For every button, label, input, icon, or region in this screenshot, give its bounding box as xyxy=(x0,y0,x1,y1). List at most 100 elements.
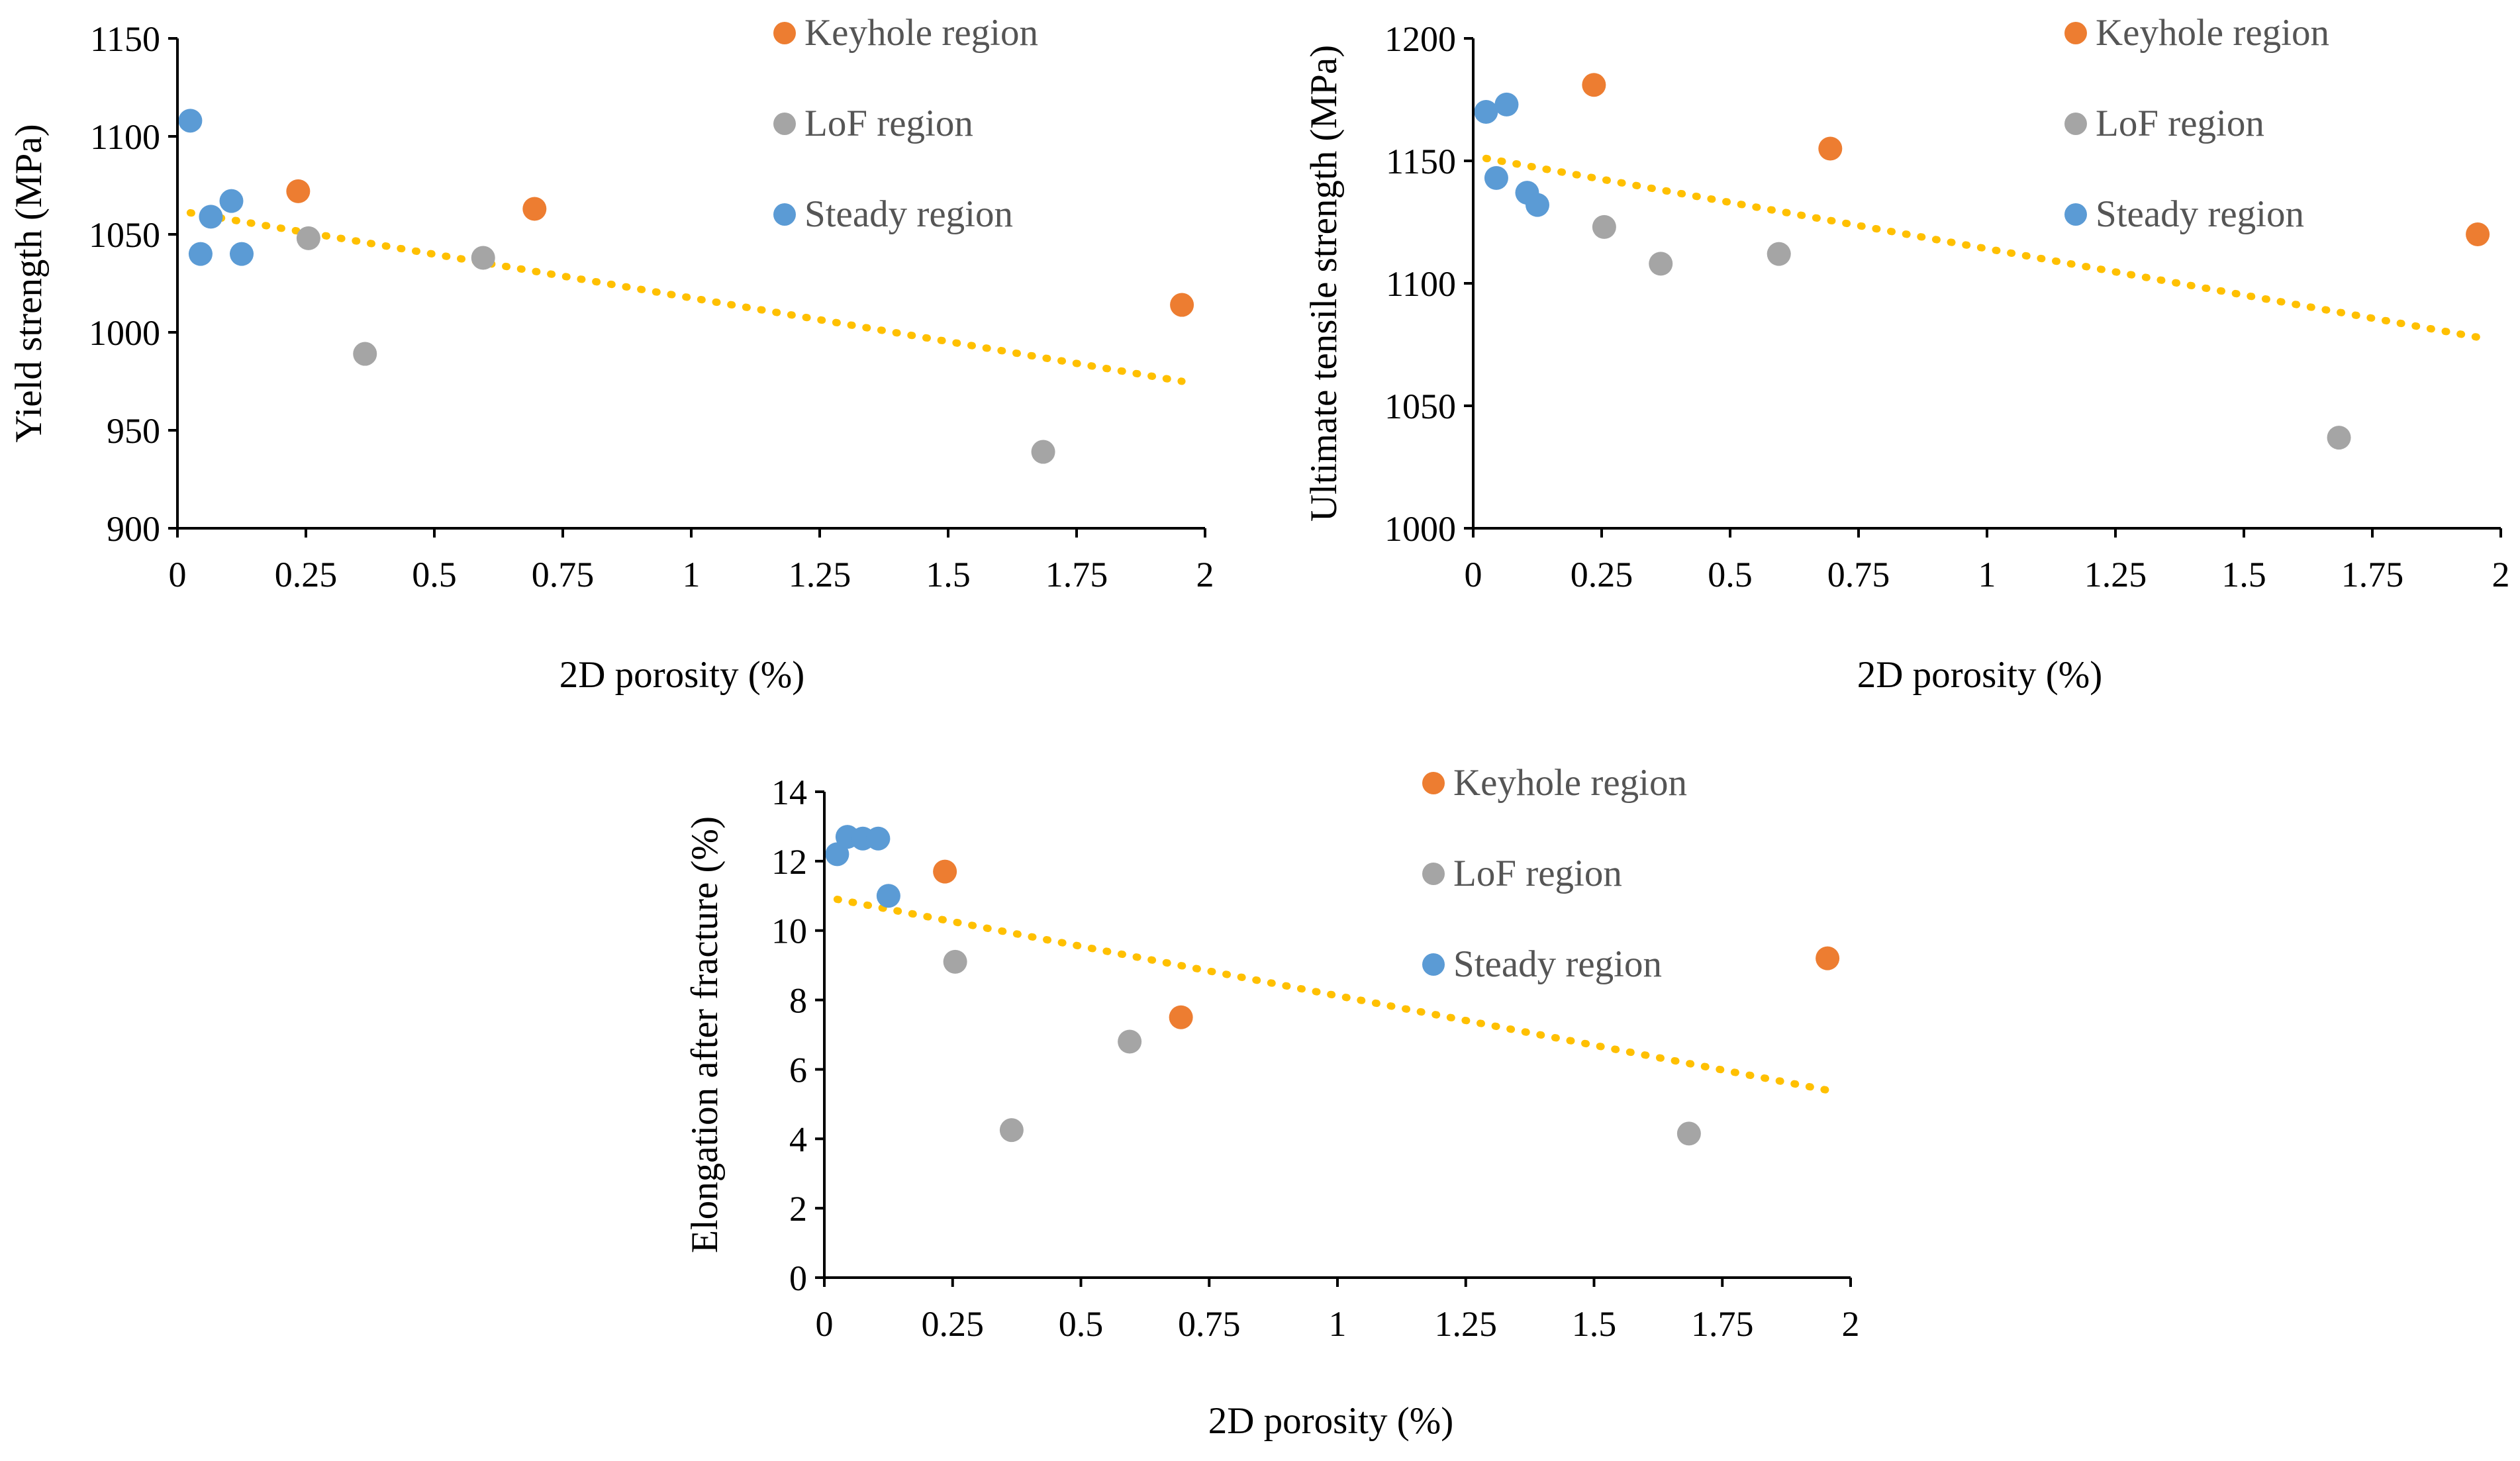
x-tick-label: 0.75 xyxy=(1178,1304,1241,1344)
data-point-keyhole xyxy=(522,197,547,221)
y-tick-label: 1100 xyxy=(1386,264,1456,304)
data-point-lof xyxy=(943,949,967,974)
legend-label-steady: Steady region xyxy=(1453,943,1662,985)
data-point-lof xyxy=(1118,1029,1142,1054)
y-tick-label: 1200 xyxy=(1384,19,1456,59)
x-tick-label: 0.5 xyxy=(412,555,457,594)
data-point-keyhole xyxy=(933,859,957,884)
data-point-lof xyxy=(1767,242,1791,266)
y-tick-label: 10 xyxy=(771,912,807,951)
y-tick-label: 12 xyxy=(771,842,807,882)
y-tick-label: 1150 xyxy=(90,19,160,59)
legend-marker-lof xyxy=(2064,113,2087,135)
y-tick-label: 2 xyxy=(789,1189,807,1229)
x-tick-label: 2 xyxy=(1196,555,1214,594)
data-point-steady xyxy=(876,884,900,908)
legend-label-lof: LoF region xyxy=(804,103,973,144)
y-tick-label: 0 xyxy=(789,1258,807,1298)
y-tick-label: 1000 xyxy=(89,313,160,353)
data-point-lof xyxy=(471,246,495,270)
legend-label-steady: Steady region xyxy=(2096,193,2304,235)
x-tick-label: 1.25 xyxy=(2084,555,2147,594)
x-tick-label: 0.25 xyxy=(275,555,338,594)
y-tick-label: 1100 xyxy=(90,117,160,157)
legend-marker-lof xyxy=(1422,863,1445,885)
x-tick-label: 0.5 xyxy=(1059,1304,1104,1344)
data-point-steady xyxy=(188,242,213,266)
x-tick-label: 1.75 xyxy=(1045,555,1108,594)
legend: Keyhole region LoF region Steady region xyxy=(1422,762,1687,985)
x-tick-label: 1.5 xyxy=(2221,555,2266,594)
y-tick-label: 1000 xyxy=(1384,509,1456,549)
data-point-keyhole xyxy=(1582,73,1606,97)
data-point-lof xyxy=(1676,1121,1701,1146)
legend-label-keyhole: Keyhole region xyxy=(2096,12,2329,54)
data-point-keyhole xyxy=(1170,293,1194,317)
y-tick-label: 1150 xyxy=(1386,142,1456,181)
legend-marker-lof xyxy=(773,113,796,135)
legend: Keyhole region LoF region Steady region xyxy=(773,12,1038,235)
x-tick-label: 1 xyxy=(1978,555,1996,594)
y-tick-label: 1050 xyxy=(1384,387,1456,426)
x-tick-label: 2 xyxy=(1842,1304,1860,1344)
y-axis-title: Elongation after fracture (%) xyxy=(684,816,726,1253)
data-point-lof xyxy=(999,1118,1024,1143)
x-tick-label: 0.25 xyxy=(1571,555,1633,594)
x-axis-title: 2D porosity (%) xyxy=(1857,654,2102,696)
legend-marker-keyhole xyxy=(2064,22,2087,44)
data-point-steady xyxy=(825,842,849,867)
legend-marker-steady xyxy=(773,203,796,226)
x-tick-label: 1 xyxy=(1329,1304,1347,1344)
data-point-steady xyxy=(230,242,254,266)
x-tick-label: 1.5 xyxy=(1572,1304,1617,1344)
x-tick-label: 1.25 xyxy=(789,555,851,594)
legend-marker-steady xyxy=(1422,953,1445,976)
legend-label-lof: LoF region xyxy=(2096,103,2264,144)
data-point-keyhole xyxy=(1816,946,1840,970)
legend-marker-keyhole xyxy=(773,22,796,44)
data-point-keyhole xyxy=(2466,222,2490,246)
legend-label-keyhole: Keyhole region xyxy=(804,12,1038,54)
data-point-lof xyxy=(1592,214,1616,239)
legend: Keyhole region LoF region Steady region xyxy=(2064,12,2329,235)
y-tick-label: 6 xyxy=(789,1050,807,1090)
y-axis-title: Ultimate tensile strength (MPa) xyxy=(1303,45,1345,522)
x-tick-label: 0.5 xyxy=(1708,555,1753,594)
yield-strength-chart: 0 0.25 0.5 0.75 1 1.25 1.5 1.75 2 900 950 1000 1050 1… xyxy=(8,12,1214,696)
x-tick-label: 1 xyxy=(683,555,701,594)
data-point-steady xyxy=(1494,92,1519,117)
data-point-steady xyxy=(1484,165,1508,190)
legend-label-keyhole: Keyhole region xyxy=(1453,762,1687,804)
x-tick-label: 1.75 xyxy=(1691,1304,1754,1344)
elongation-chart: 0 0.25 0.5 0.75 1 1.25 1.5 1.75 2 0 2 4 6 8 10 12 14 2D … xyxy=(684,762,1860,1442)
data-point-steady xyxy=(1526,193,1549,217)
data-point-lof xyxy=(2327,426,2351,450)
x-axis-title: 2D porosity (%) xyxy=(1208,1400,1453,1442)
legend-label-lof: LoF region xyxy=(1453,853,1622,894)
data-point-steady xyxy=(199,205,223,229)
data-point-keyhole xyxy=(286,179,311,203)
legend-label-steady: Steady region xyxy=(804,193,1013,235)
x-tick-label: 0.75 xyxy=(532,555,595,594)
data-point-steady xyxy=(178,109,203,133)
x-tick-label: 0.75 xyxy=(1827,555,1890,594)
data-point-keyhole xyxy=(1169,1005,1193,1029)
y-tick-label: 4 xyxy=(789,1119,807,1159)
y-tick-label: 14 xyxy=(771,773,807,812)
ultimate-tensile-strength-chart: 0 0.25 0.5 0.75 1 1.25 1.5 1.75 2 1000 1050 1100 115… xyxy=(1303,12,2510,696)
x-tick-label: 0 xyxy=(816,1304,834,1344)
trendline xyxy=(1482,154,2482,341)
x-tick-label: 1.25 xyxy=(1435,1304,1498,1344)
x-axis-title: 2D porosity (%) xyxy=(559,654,804,696)
data-point-steady xyxy=(219,189,244,213)
data-point-steady xyxy=(1474,100,1498,124)
legend-marker-steady xyxy=(2064,203,2087,226)
x-tick-label: 1.5 xyxy=(926,555,971,594)
x-tick-label: 0 xyxy=(1465,555,1482,594)
data-point-lof xyxy=(1031,440,1055,464)
data-point-steady xyxy=(866,826,891,851)
data-point-keyhole xyxy=(1818,136,1843,161)
x-tick-label: 1.75 xyxy=(2341,555,2404,594)
data-point-lof xyxy=(353,342,377,366)
